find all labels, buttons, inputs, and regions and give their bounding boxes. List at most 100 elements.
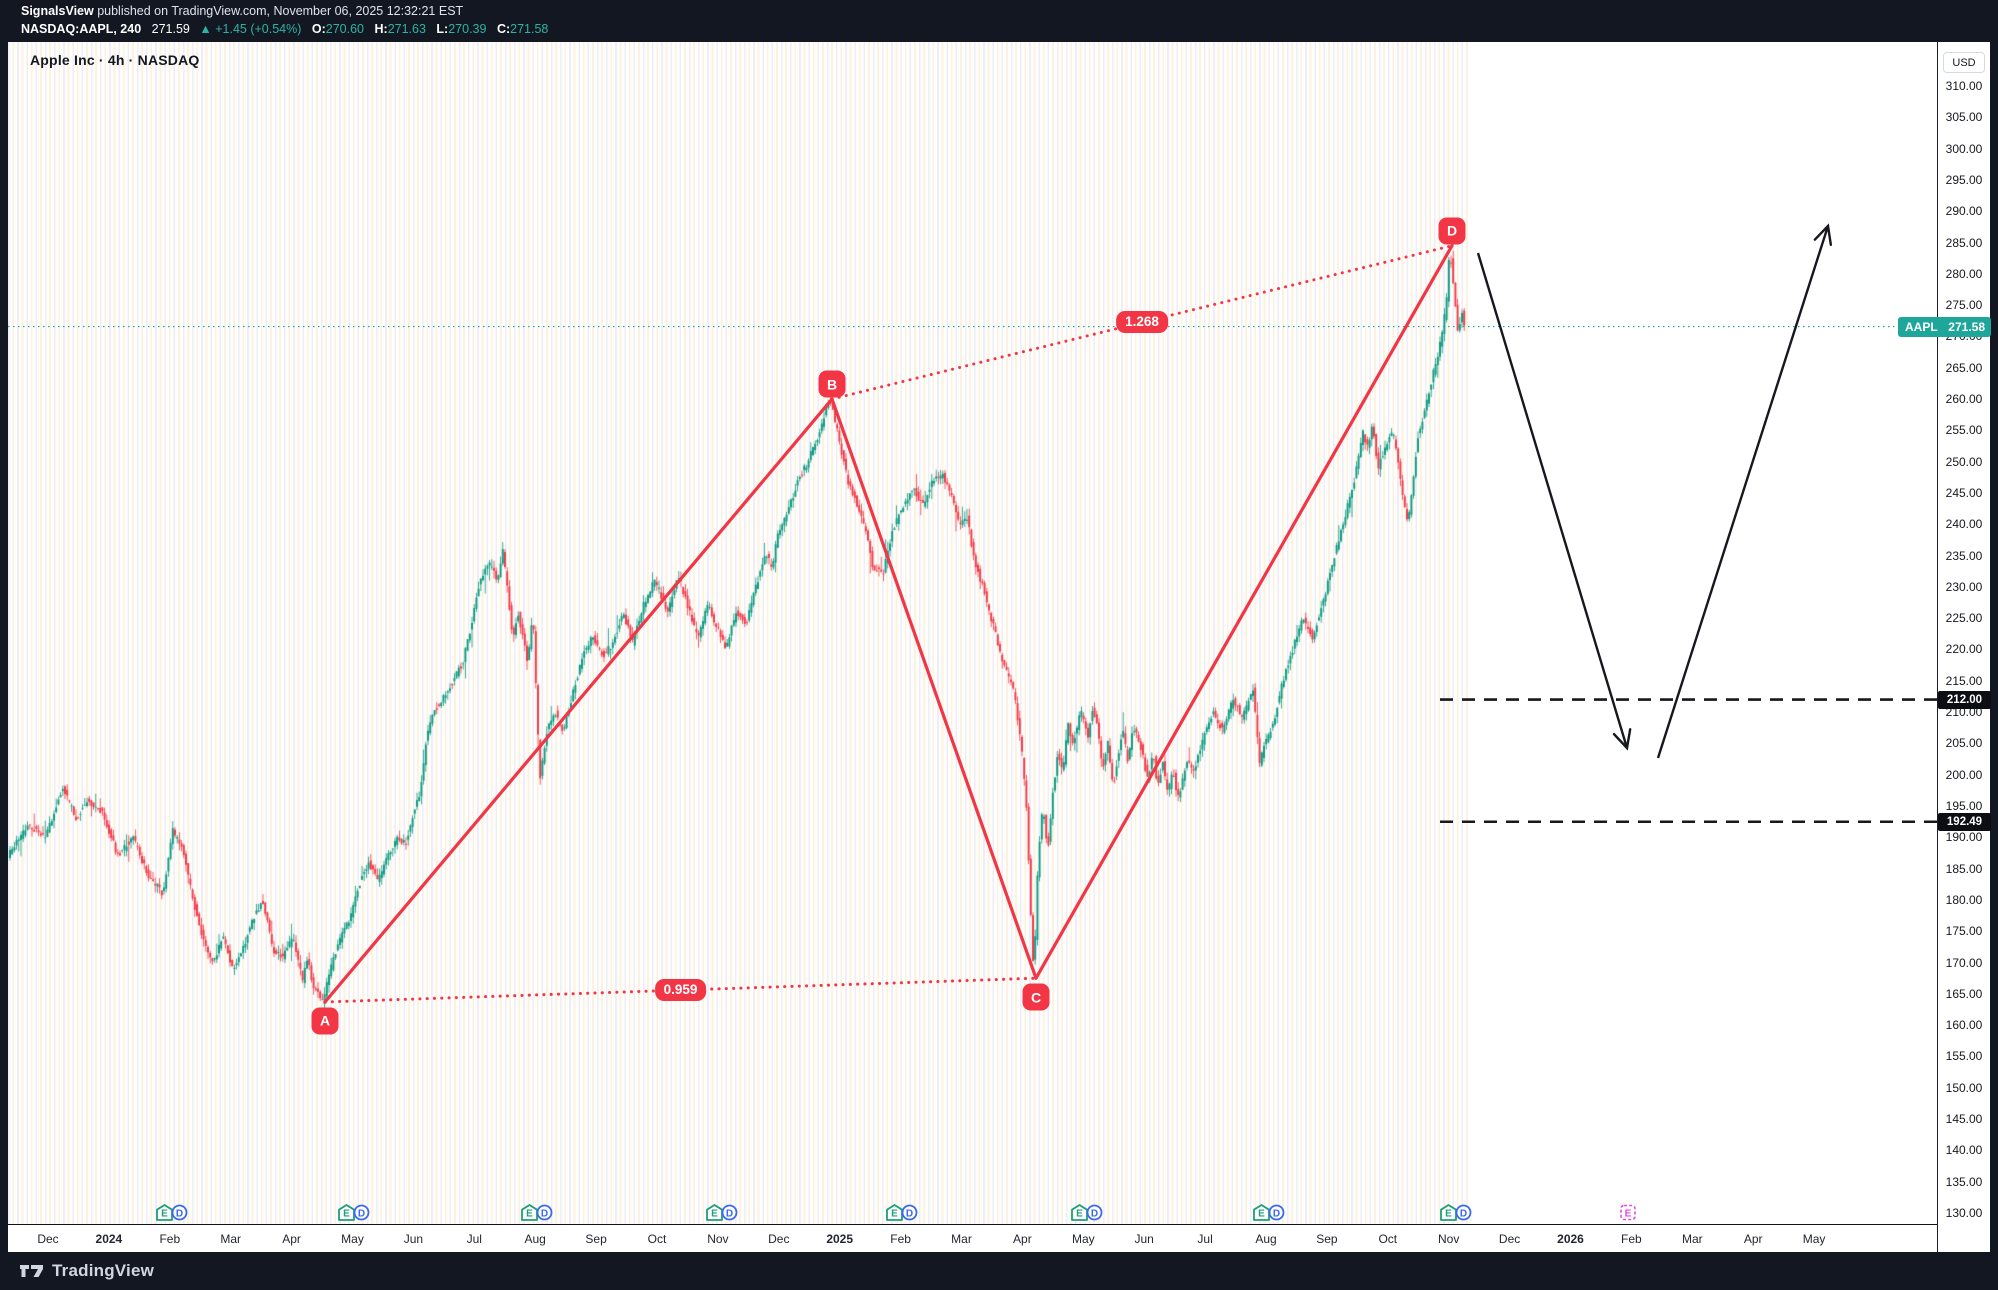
currency-unit-button[interactable]: USD — [1943, 52, 1985, 73]
pattern-leg-line[interactable] — [830, 397, 1038, 980]
price-tick-label: 140.00 — [1945, 1143, 1983, 1158]
fib-ratio-label[interactable]: 1.268 — [1116, 311, 1168, 334]
price-tick-label: 150.00 — [1945, 1080, 1983, 1095]
earnings-icon[interactable]: E — [338, 1204, 355, 1221]
earnings-icon[interactable]: E — [706, 1204, 723, 1221]
tradingview-logo[interactable]: TradingView — [18, 1261, 154, 1281]
price-tick-label: 245.00 — [1945, 485, 1983, 500]
high-value: 271.63 — [387, 22, 426, 36]
earnings-icon[interactable]: E — [1440, 1204, 1457, 1221]
svg-text:E: E — [1445, 1209, 1452, 1220]
close-label: C: — [496, 22, 511, 36]
time-tick-label: Feb — [1621, 1232, 1642, 1246]
dividend-icon[interactable]: D — [1086, 1204, 1103, 1221]
price-tick-label: 295.00 — [1945, 172, 1983, 187]
dividend-icon[interactable]: D — [901, 1204, 918, 1221]
earnings-icon[interactable]: E — [1071, 1204, 1088, 1221]
earnings-icon[interactable]: E — [1253, 1204, 1270, 1221]
open-label: O: — [311, 22, 326, 36]
price-tick-label: 180.00 — [1945, 892, 1983, 907]
svg-text:E: E — [711, 1209, 718, 1220]
dividend-icon[interactable]: D — [721, 1204, 738, 1221]
svg-text:D: D — [176, 1208, 183, 1219]
price-tick-label: 255.00 — [1945, 423, 1983, 438]
earnings-icon[interactable]: E — [521, 1204, 538, 1221]
pattern-leg-line[interactable] — [323, 397, 834, 1004]
price-tick-label: 210.00 — [1945, 705, 1983, 720]
price-tick-label: 230.00 — [1945, 579, 1983, 594]
price-tick-label: 185.00 — [1945, 861, 1983, 876]
last-price: 271.59 — [151, 22, 190, 36]
price-tick-label: 190.00 — [1945, 830, 1983, 845]
close-value: 271.58 — [510, 22, 549, 36]
level-price-badge: 212.00 — [1938, 690, 1991, 709]
price-tick-label: 215.00 — [1945, 673, 1983, 688]
earnings-icon[interactable]: E — [156, 1204, 173, 1221]
price-tick-label: 290.00 — [1945, 204, 1983, 219]
symbol-label: NASDAQ:AAPL, 240 — [21, 22, 142, 36]
time-tick-label: Dec — [768, 1232, 790, 1246]
pattern-point-label-C[interactable]: C — [1022, 983, 1050, 1011]
svg-text:D: D — [1273, 1208, 1280, 1219]
price-tick-label: 200.00 — [1945, 767, 1983, 782]
svg-text:E: E — [161, 1209, 168, 1220]
price-tick-label: 135.00 — [1945, 1174, 1983, 1189]
pattern-point-label-D[interactable]: D — [1438, 217, 1466, 245]
price-tick-label: 205.00 — [1945, 736, 1983, 751]
price-tick-label: 145.00 — [1945, 1112, 1983, 1127]
svg-text:E: E — [891, 1209, 898, 1220]
svg-text:D: D — [1091, 1208, 1098, 1219]
dividend-icon[interactable]: D — [1455, 1204, 1472, 1221]
level-price-badge: 192.49 — [1938, 812, 1991, 831]
pattern-retracement-line[interactable] — [323, 976, 1038, 1004]
price-tick-label: 235.00 — [1945, 548, 1983, 563]
price-tick-label: 175.00 — [1945, 924, 1983, 939]
dividend-icon[interactable]: D — [171, 1204, 188, 1221]
low-value: 270.39 — [448, 22, 487, 36]
upcoming-earnings-icon[interactable]: E — [1620, 1204, 1637, 1221]
time-tick-label: 2025 — [826, 1232, 854, 1246]
tradingview-logo-text: TradingView — [52, 1261, 155, 1280]
tradingview-logo-icon — [20, 1265, 43, 1277]
dividend-icon[interactable]: D — [353, 1204, 370, 1221]
fib-ratio-label[interactable]: 0.959 — [654, 979, 707, 1002]
time-tick-label: Apr — [1013, 1232, 1032, 1246]
dividend-icon[interactable]: D — [1268, 1204, 1285, 1221]
dividend-icon[interactable]: D — [536, 1204, 553, 1221]
price-tick-label: 265.00 — [1945, 360, 1983, 375]
time-tick-label: Dec — [37, 1232, 59, 1246]
earnings-icon[interactable]: E — [886, 1204, 903, 1221]
chart-pane[interactable]: Apple Inc · 4h · NASDAQ A B C D 0.959 1.268 E… — [8, 42, 1937, 1224]
svg-text:D: D — [726, 1208, 733, 1219]
time-tick-label: Apr — [1743, 1232, 1763, 1246]
price-tick-label: 130.00 — [1945, 1205, 1983, 1220]
svg-text:E: E — [1258, 1209, 1265, 1220]
time-tick-label: May — [1802, 1232, 1826, 1246]
time-tick-label: Jun — [1134, 1232, 1154, 1246]
time-tick-label: Apr — [282, 1232, 301, 1246]
projection-arrow-up[interactable] — [1656, 225, 1830, 759]
pattern-leg-line[interactable] — [1034, 244, 1454, 980]
projection-arrow-down[interactable] — [1476, 252, 1629, 749]
event-marker-group[interactable]: E — [1620, 1204, 1637, 1221]
price-axis[interactable]: USD AAPL 271.58 310.00 305.00 300.00 295.00… — [1898, 42, 1991, 1252]
drawings-overlay[interactable] — [8, 42, 1937, 1224]
pattern-point-label-A[interactable]: A — [311, 1007, 339, 1035]
bottom-bar: TradingView — [0, 1252, 1998, 1290]
price-tick-label: 260.00 — [1945, 392, 1983, 407]
chart-title: Apple Inc · 4h · NASDAQ — [30, 52, 200, 68]
pattern-point-label-B[interactable]: B — [818, 370, 846, 398]
pattern-retracement-line[interactable] — [830, 244, 1454, 401]
time-tick-label: Mar — [951, 1232, 972, 1246]
price-tick-label: 250.00 — [1945, 454, 1983, 469]
time-axis[interactable]: Dec 2024 Feb Mar Apr May Jun Jul Aug Sep Oct Nov Dec… — [8, 1224, 1937, 1252]
price-change: ▲ +1.45 (+0.54%) — [199, 22, 302, 36]
